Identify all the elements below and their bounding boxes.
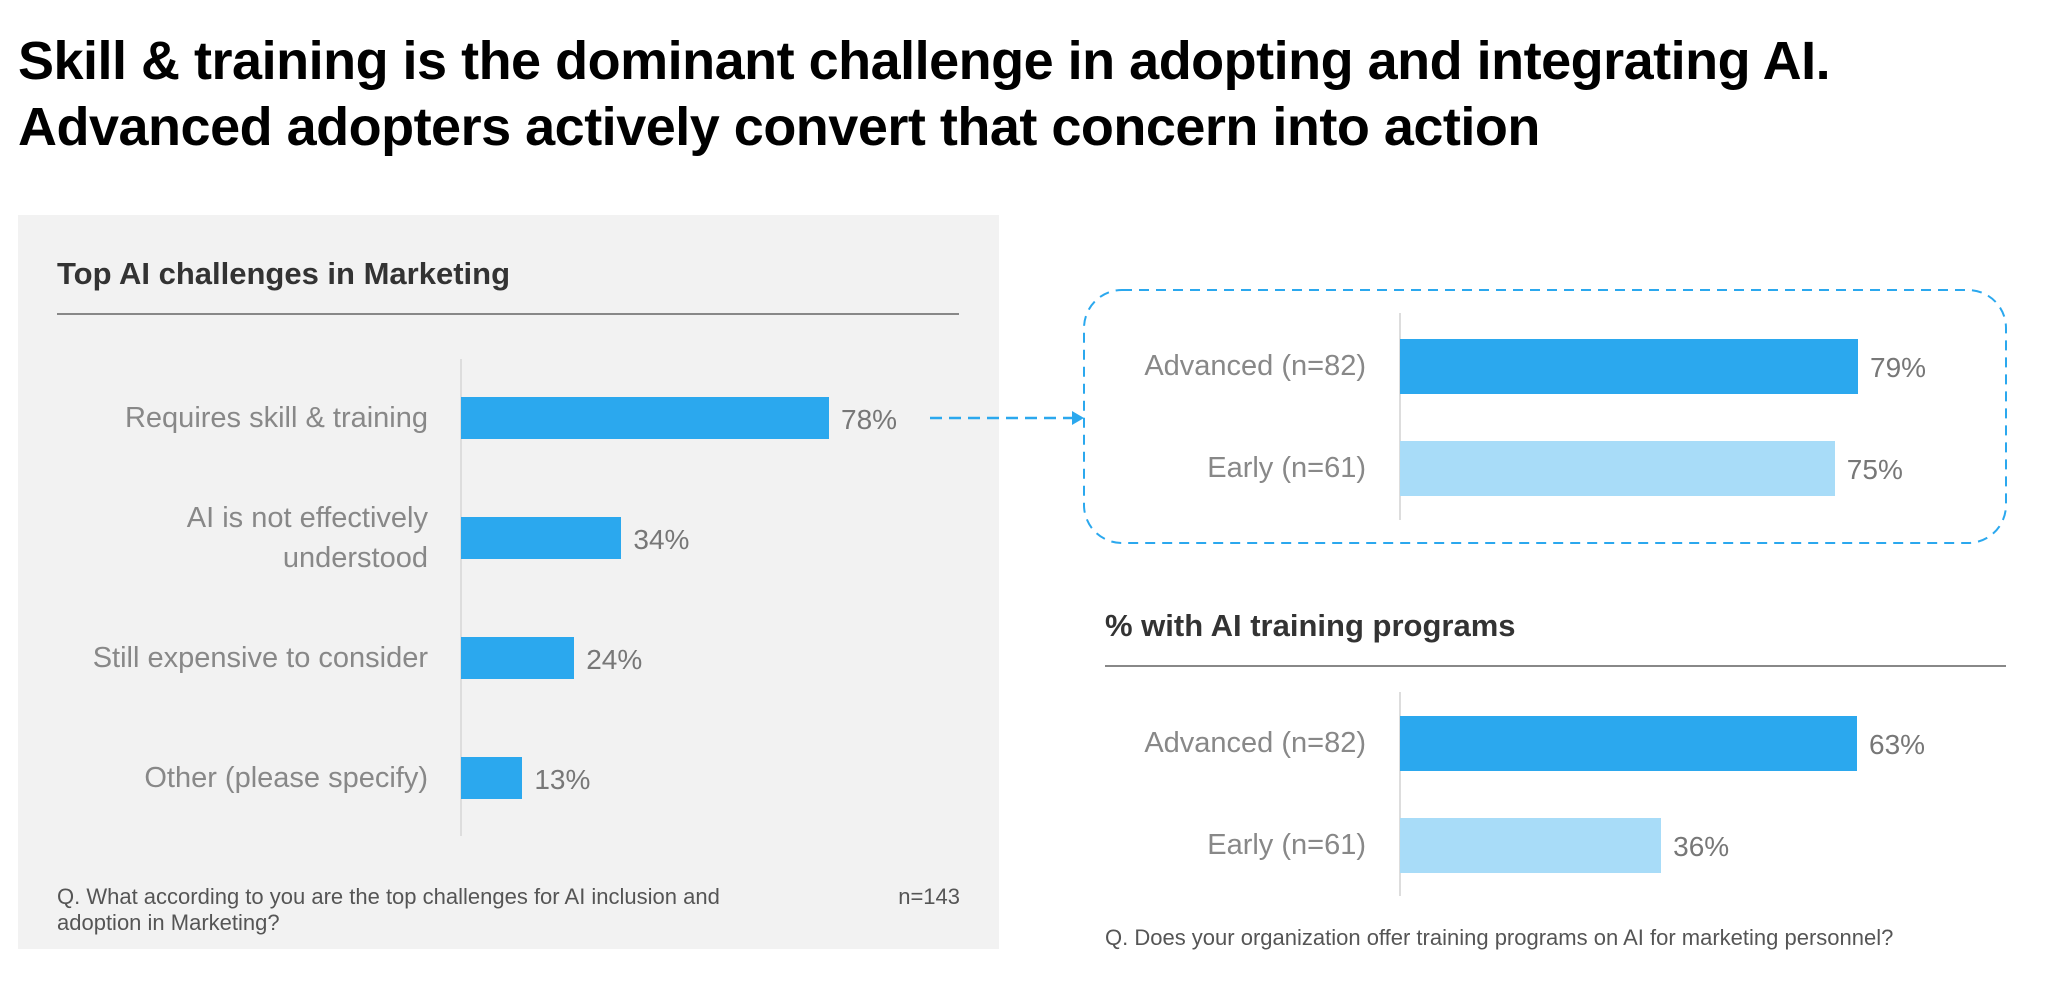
bar <box>1400 715 1857 771</box>
value-label: 79% <box>1870 352 1927 383</box>
chart-title: % with AI training programs <box>1105 608 1516 643</box>
axis-line <box>1399 313 1401 520</box>
question-note: Q. Does your organization offer training… <box>1105 925 1894 950</box>
chart-title: Top AI challenges in Marketing <box>57 256 511 291</box>
axis-line <box>1399 692 1401 896</box>
category-label: Still expensive to consider <box>92 642 428 674</box>
highlight-box <box>1083 289 2007 544</box>
title-rule <box>57 313 959 315</box>
bar <box>1400 440 1835 496</box>
category-label: Early (n=61) <box>1207 452 1366 484</box>
bar <box>1400 338 1858 394</box>
axis-line <box>460 359 462 836</box>
value-label: 36% <box>1673 831 1730 862</box>
question-note: Q. What according to you are the top cha… <box>57 884 720 935</box>
value-label: 13% <box>534 764 591 795</box>
value-label: 24% <box>586 644 643 675</box>
value-label: 78% <box>841 404 898 435</box>
bar <box>461 397 829 439</box>
value-label: 63% <box>1869 729 1926 760</box>
bar <box>461 637 575 679</box>
category-label: Other (please specify) <box>144 762 428 794</box>
headline: Skill & training is the dominant challen… <box>18 31 1831 157</box>
bar <box>461 517 622 559</box>
sample-size: n=143 <box>898 884 960 909</box>
bar <box>461 757 523 799</box>
category-label: AI is not effectively understood <box>186 502 428 574</box>
category-label: Early (n=61) <box>1207 829 1366 861</box>
left-panel <box>18 215 999 949</box>
category-label: Advanced (n=82) <box>1144 350 1366 382</box>
category-label: Advanced (n=82) <box>1144 727 1366 759</box>
value-label: 75% <box>1846 454 1903 485</box>
category-label: Requires skill & training <box>124 402 428 434</box>
bar <box>1400 817 1662 873</box>
value-label: 34% <box>633 524 690 555</box>
arrow-head <box>1072 411 1084 425</box>
title-rule <box>1105 665 2006 667</box>
